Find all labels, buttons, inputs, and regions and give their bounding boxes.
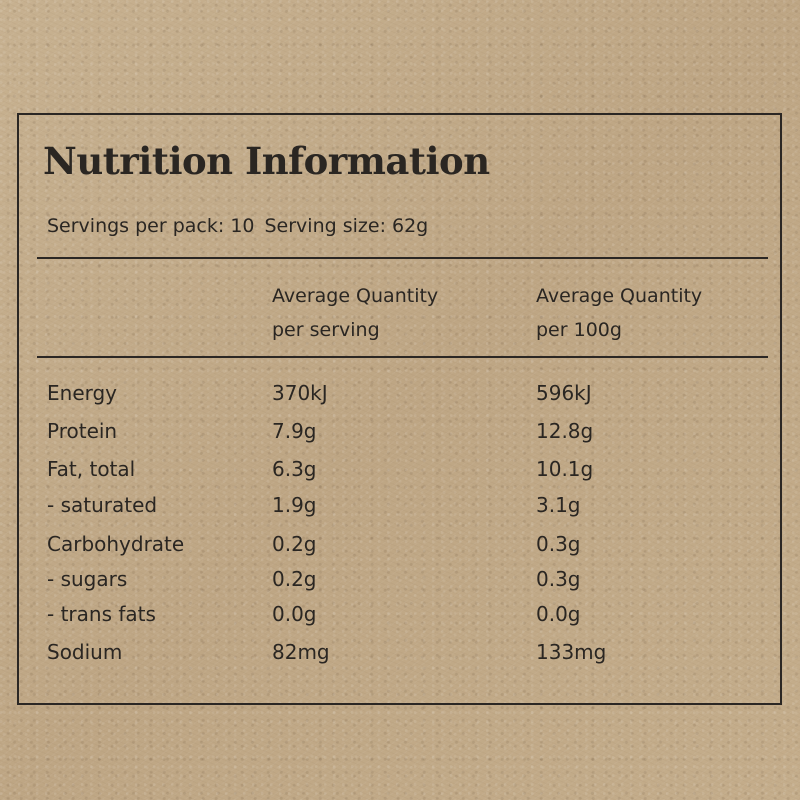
nutrient-name: Energy xyxy=(47,381,118,405)
servings-per-pack: Servings per pack: 10 xyxy=(47,215,255,237)
nutrient-row: - sugars 0.2g 0.3g xyxy=(19,562,780,596)
panel-title: Nutrition Information xyxy=(43,139,490,183)
per-serving-value: 0.0g xyxy=(272,602,317,626)
nutrient-name: - saturated xyxy=(47,493,158,517)
column-header-per-serving-line2: per serving xyxy=(272,319,380,341)
per-100g-value: 133mg xyxy=(536,640,607,664)
column-header-per-100g-line2: per 100g xyxy=(536,319,622,341)
per-serving-value: 0.2g xyxy=(272,532,317,556)
nutrient-name: - sugars xyxy=(47,567,128,591)
per-100g-value: 0.3g xyxy=(536,567,581,591)
nutrient-row: - trans fats 0.0g 0.0g xyxy=(19,597,780,631)
column-header-per-serving-line1: Average Quantity xyxy=(272,285,439,307)
nutrient-row: Sodium 82mg 133mg xyxy=(19,635,780,669)
per-serving-value: 7.9g xyxy=(272,419,317,443)
header-rule-bottom xyxy=(37,356,768,358)
per-serving-value: 1.9g xyxy=(272,493,317,517)
per-100g-value: 0.0g xyxy=(536,602,581,626)
header-rule-top xyxy=(37,257,768,259)
per-100g-value: 0.3g xyxy=(536,532,581,556)
nutrient-row: Protein 7.9g 12.8g xyxy=(19,414,780,448)
nutrient-name: Protein xyxy=(47,419,118,443)
nutrient-name: Fat, total xyxy=(47,457,136,481)
nutrient-row: Energy 370kJ 596kJ xyxy=(19,376,780,410)
per-100g-value: 10.1g xyxy=(536,457,594,481)
per-100g-value: 3.1g xyxy=(536,493,581,517)
nutrient-row: - saturated 1.9g 3.1g xyxy=(19,488,780,522)
per-100g-value: 12.8g xyxy=(536,419,594,443)
serving-size: Serving size: 62g xyxy=(264,215,429,237)
nutrition-panel: Nutrition Information Servings per pack:… xyxy=(17,113,782,705)
nutrient-row: Fat, total 6.3g 10.1g xyxy=(19,452,780,486)
column-header-per-serving: Average Quantity per serving xyxy=(272,279,438,347)
per-serving-value: 0.2g xyxy=(272,567,317,591)
per-100g-value: 596kJ xyxy=(536,381,592,405)
nutrient-name: Sodium xyxy=(47,640,123,664)
nutrient-name: Carbohydrate xyxy=(47,532,185,556)
per-serving-value: 370kJ xyxy=(272,381,328,405)
column-header-per-100g-line1: Average Quantity xyxy=(536,285,703,307)
per-serving-value: 6.3g xyxy=(272,457,317,481)
column-header-per-100g: Average Quantity per 100g xyxy=(536,279,702,347)
per-serving-value: 82mg xyxy=(272,640,330,664)
servings-line: Servings per pack: 10 Serving size: 62g xyxy=(47,215,428,237)
nutrient-name: - trans fats xyxy=(47,602,156,626)
nutrient-row: Carbohydrate 0.2g 0.3g xyxy=(19,527,780,561)
